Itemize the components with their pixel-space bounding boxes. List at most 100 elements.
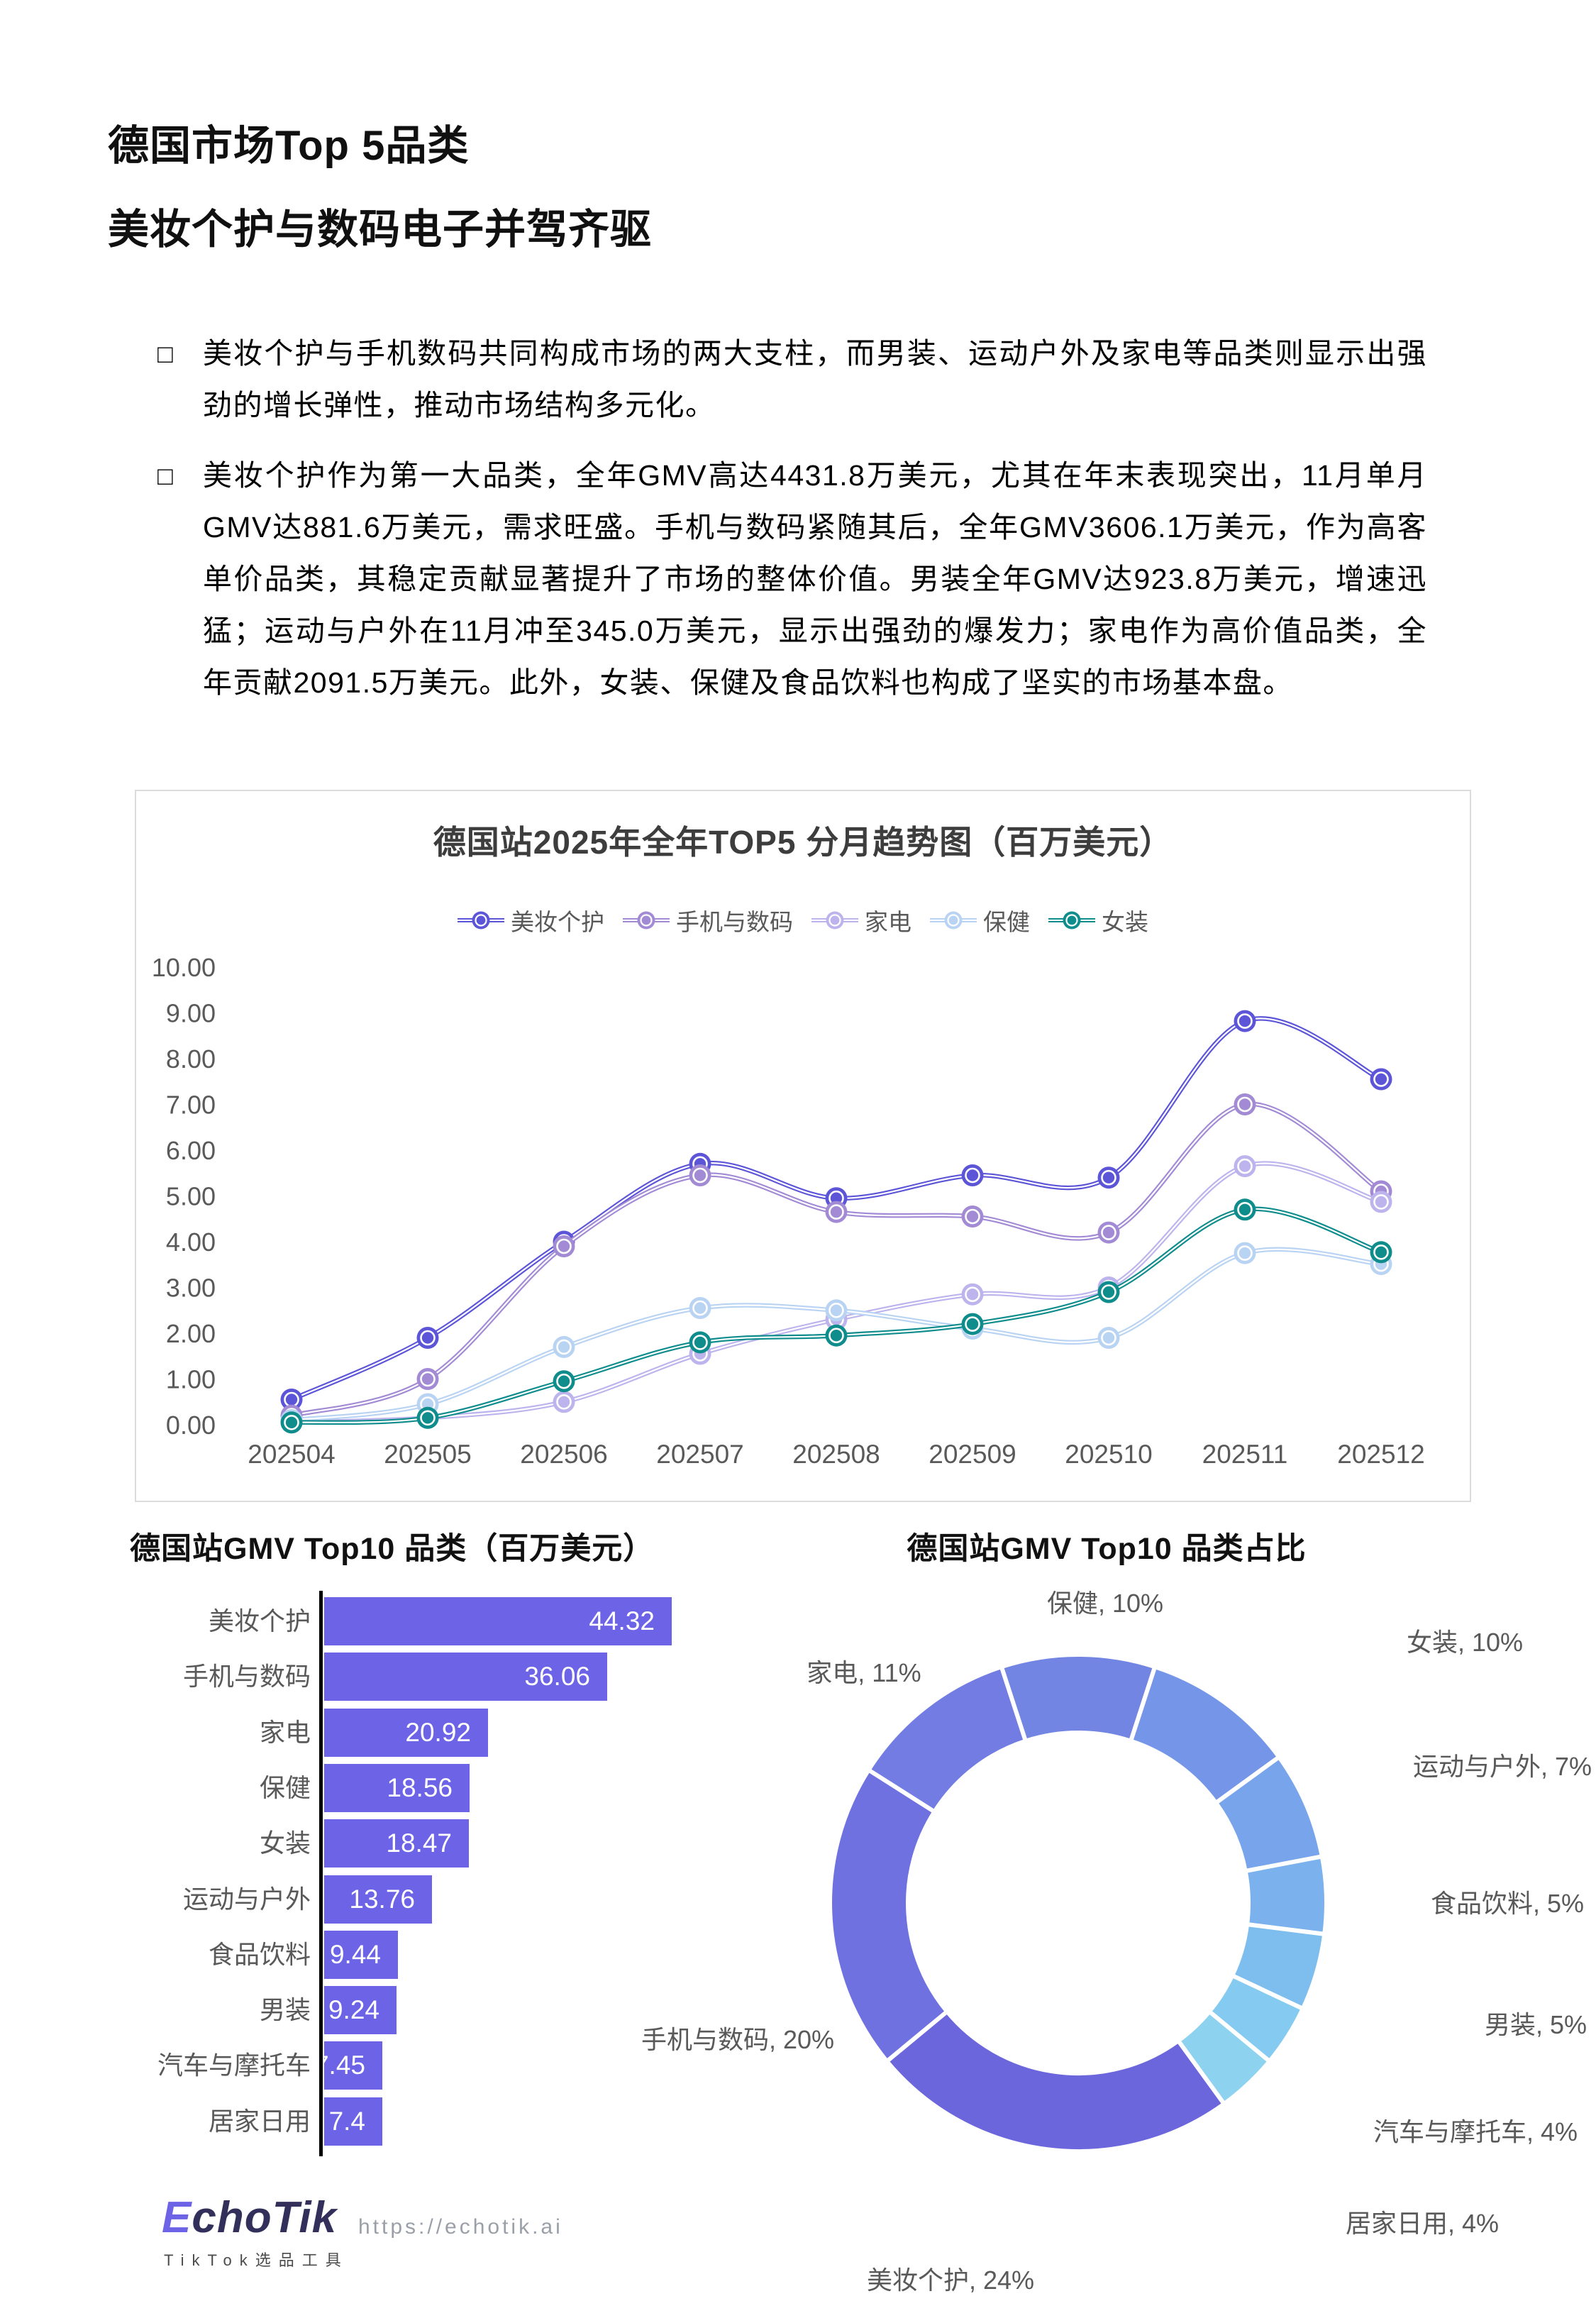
x-tick-label: 202504 (248, 1440, 335, 1469)
bar-食品饮料: 9.44 (324, 1931, 398, 1979)
bullet-text: 美妆个护与手机数码共同构成市场的两大支柱，而男装、运动户外及家电等品类则显示出强… (203, 337, 1427, 421)
data-point-ring (1237, 1201, 1253, 1218)
data-point (689, 1331, 711, 1354)
data-point (416, 1406, 439, 1429)
line-chart-legend: 美妆个护 手机与数码 家电 保健 女装 (136, 903, 1470, 937)
bar-category-label: 汽车与摩托车 (157, 2051, 311, 2080)
bar-category-label: 食品饮料 (208, 1940, 311, 1969)
bar-value-label: 9.44 (329, 1940, 381, 1969)
donut-label-保健: 保健, 10% (1046, 1589, 1164, 1618)
donut-label-家电: 家电, 11% (807, 1658, 921, 1687)
data-point-ring (1373, 1194, 1389, 1210)
legend-label: 美妆个护 (511, 909, 604, 935)
line-series-手机与数码 (280, 1093, 1392, 1427)
data-point-ring (1373, 1244, 1389, 1260)
data-point (1234, 1155, 1256, 1178)
data-point (1370, 1068, 1392, 1091)
legend-label: 保健 (983, 909, 1030, 935)
data-point (1097, 1221, 1120, 1244)
data-point-ring (692, 1167, 708, 1184)
data-point-ring (692, 1300, 708, 1316)
data-point-ring (1237, 1096, 1253, 1113)
y-tick-label: 0.00 (166, 1411, 216, 1440)
data-point (1097, 1166, 1120, 1189)
legend-item-手机与数码: 手机与数码 (623, 903, 793, 937)
bar-运动与户外: 13.76 (324, 1875, 432, 1924)
legend-marker-icon (811, 911, 858, 929)
series-line (291, 1101, 1382, 1418)
data-point (961, 1313, 984, 1335)
donut-label-男装: 男装, 5% (1484, 2010, 1587, 2039)
bar-value-label: 36.06 (524, 1662, 590, 1691)
x-tick-label: 202505 (384, 1440, 471, 1469)
y-tick-label: 3.00 (166, 1274, 216, 1303)
data-point (1370, 1241, 1392, 1264)
data-point (553, 1391, 575, 1413)
donut-label-手机与数码: 手机与数码, 20% (641, 2025, 835, 2054)
data-point-ring (284, 1414, 299, 1430)
donut-chart-title: 德国站GMV Top10 品类占比 (907, 1532, 1307, 1566)
data-point (1234, 1198, 1256, 1221)
data-point-ring (1237, 1013, 1253, 1029)
page-title-line1: 德国市场Top 5品类 (108, 123, 470, 169)
data-point (416, 1327, 439, 1349)
bar-value-label: 20.92 (405, 1718, 471, 1747)
data-point (553, 1335, 575, 1358)
data-point (825, 1299, 848, 1322)
data-point (825, 1201, 848, 1223)
y-tick-label: 7.00 (166, 1091, 216, 1120)
data-point (689, 1164, 711, 1186)
data-point (553, 1370, 575, 1393)
data-point-ring (1101, 1169, 1116, 1186)
echotik-logo-subtitle: TikTok选品工具 (164, 2251, 349, 2269)
data-point (961, 1164, 984, 1186)
series-line-core (291, 1103, 1382, 1417)
bar-category-label: 运动与户外 (182, 1885, 311, 1914)
trend-line-chart-card: 德国站2025年全年TOP5 分月趋势图（百万美元） 美妆个护 手机与数码 家电 保健… (135, 790, 1471, 1502)
bar-value-label: 7.4 (328, 2107, 365, 2136)
y-tick-label: 5.00 (166, 1182, 216, 1211)
bar-category-label: 居家日用 (208, 2107, 311, 2136)
donut-label-女装: 女装, 10% (1406, 1628, 1524, 1657)
data-point-ring (556, 1394, 572, 1410)
bar-value-label: 9.24 (328, 1995, 379, 2024)
data-point-ring (556, 1238, 572, 1254)
legend-marker-icon (930, 911, 977, 929)
x-tick-label: 202510 (1065, 1440, 1152, 1469)
data-point-ring (965, 1208, 980, 1225)
bullet-item: □ 美妆个护作为第一大品类，全年GMV高达4431.8万美元，尤其在年末表现突出，… (157, 450, 1427, 709)
donut-label-汽车与摩托车: 汽车与摩托车, 4% (1373, 2117, 1578, 2146)
data-point (689, 1297, 711, 1319)
legend-label: 手机与数码 (676, 909, 793, 935)
bar-家电: 20.92 (324, 1709, 488, 1757)
legend-marker-icon (458, 911, 504, 929)
bar-chart-axis-line (319, 1591, 323, 2156)
bar-category-label: 手机与数码 (182, 1662, 311, 1691)
bar-value-label: 7.45 (324, 2051, 365, 2080)
legend-marker-icon (623, 911, 670, 929)
donut-chart-svg (828, 1653, 1329, 2154)
data-point-ring (420, 1371, 436, 1387)
donut-label-运动与户外: 运动与户外, 7% (1412, 1752, 1592, 1781)
data-point (553, 1235, 575, 1257)
data-point (961, 1206, 984, 1228)
x-tick-label: 202506 (520, 1440, 607, 1469)
data-point (1097, 1281, 1120, 1303)
data-point-ring (1373, 1071, 1389, 1087)
legend-item-女装: 女装 (1048, 903, 1148, 937)
data-point-ring (965, 1167, 980, 1184)
data-point (1097, 1327, 1120, 1349)
legend-label: 女装 (1102, 909, 1148, 935)
bar-value-label: 18.47 (386, 1828, 452, 1858)
data-point-ring (965, 1316, 980, 1332)
y-tick-label: 4.00 (166, 1228, 216, 1257)
data-point-ring (692, 1335, 708, 1350)
data-point (1234, 1242, 1256, 1264)
footer-url: https://echotik.ai (358, 2215, 563, 2239)
donut-label-美妆个护: 美妆个护, 24% (866, 2266, 1035, 2295)
donut-slice-美妆个护 (884, 2008, 1227, 2154)
line-series-美妆个护 (280, 1010, 1392, 1411)
data-point (416, 1368, 439, 1390)
data-point-ring (965, 1286, 980, 1303)
